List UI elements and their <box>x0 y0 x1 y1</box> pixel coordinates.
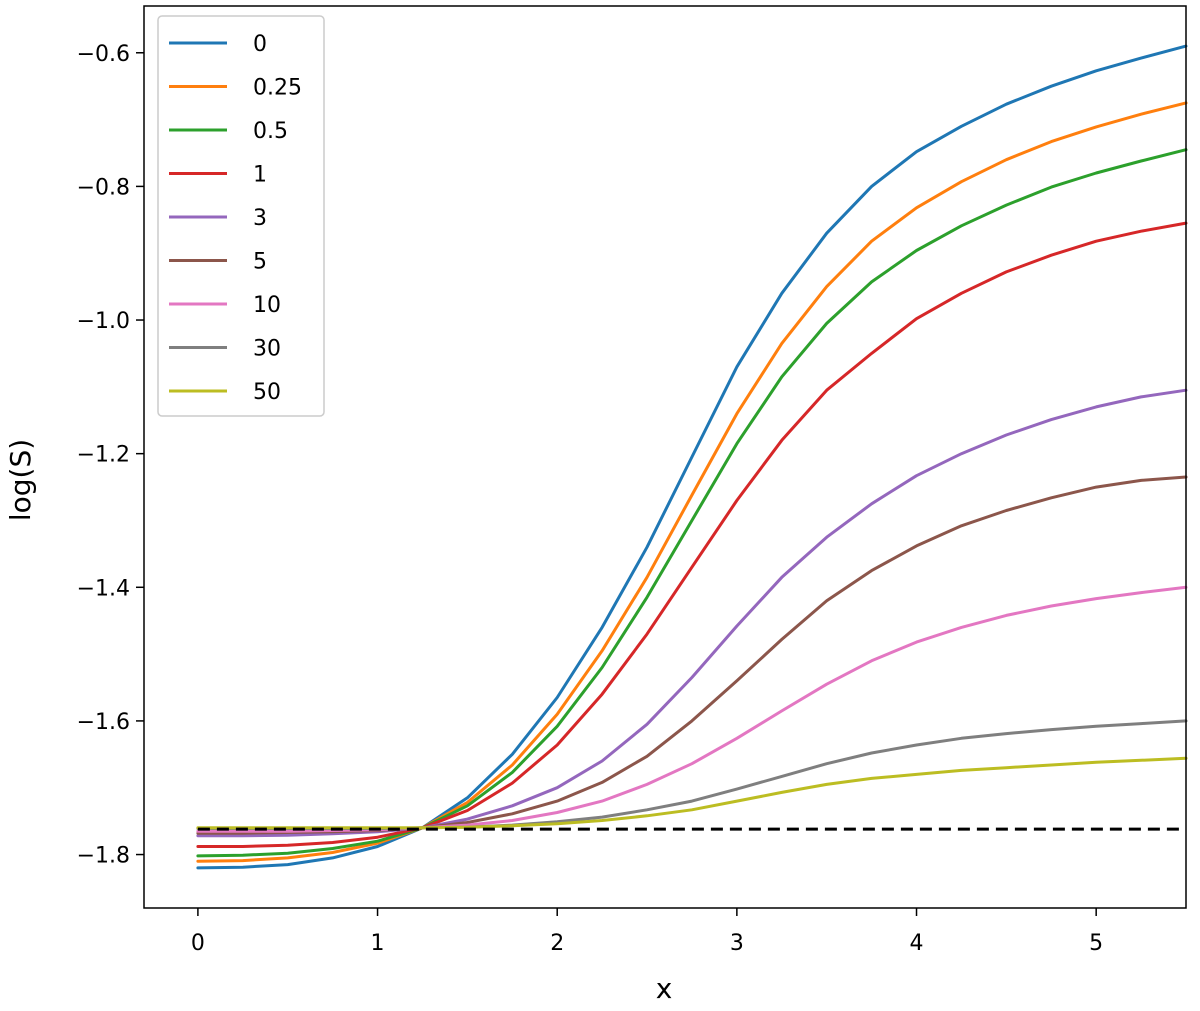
y-tick-label-6: −1.8 <box>77 844 130 869</box>
x-axis: 0 1 2 3 4 5 <box>191 908 1103 956</box>
plot-lines <box>196 44 1188 870</box>
x-tick-label-4: 4 <box>910 931 924 956</box>
legend-label-0: 0 <box>253 32 267 57</box>
legend-label-5: 5 <box>253 250 267 275</box>
series-line-2 <box>196 148 1188 858</box>
legend-box <box>157 15 325 417</box>
y-axis: −0.6 −0.8 −1.0 −1.2 −1.4 −1.6 −1.8 <box>77 42 144 869</box>
legend-label-2: 0.5 <box>253 119 288 144</box>
y-tick-label-0: −0.6 <box>77 42 130 67</box>
series-line-6 <box>196 585 1188 833</box>
series-line-0 <box>196 44 1188 870</box>
y-tick-label-1: −0.8 <box>77 175 130 200</box>
x-tick-label-3: 3 <box>730 931 744 956</box>
y-tick-label-2: −1.0 <box>77 309 130 334</box>
x-tick-label-5: 5 <box>1089 931 1103 956</box>
legend-label-7: 30 <box>253 337 281 362</box>
x-axis-title: x <box>656 972 673 1005</box>
legend-label-8: 50 <box>253 380 281 405</box>
legend-label-1: 0.25 <box>253 76 302 101</box>
y-tick-label-5: −1.6 <box>77 710 130 735</box>
series-line-1 <box>196 101 1188 863</box>
plot-frame <box>143 5 1187 909</box>
x-tick-label-1: 1 <box>371 931 385 956</box>
series-line-4 <box>196 388 1188 838</box>
series-line-8 <box>196 756 1188 830</box>
x-tick-label-2: 2 <box>550 931 564 956</box>
legend-label-4: 3 <box>253 206 267 231</box>
x-tick-label-0: 0 <box>191 931 205 956</box>
y-tick-label-3: −1.2 <box>77 443 130 468</box>
y-tick-label-4: −1.4 <box>77 576 130 601</box>
legend-label-6: 10 <box>253 293 281 318</box>
series-line-3 <box>196 221 1188 848</box>
legend: 0 0.25 0.5 1 3 5 10 30 50 <box>157 15 325 417</box>
y-axis-title: log(S) <box>4 439 37 521</box>
legend-label-3: 1 <box>253 163 267 188</box>
